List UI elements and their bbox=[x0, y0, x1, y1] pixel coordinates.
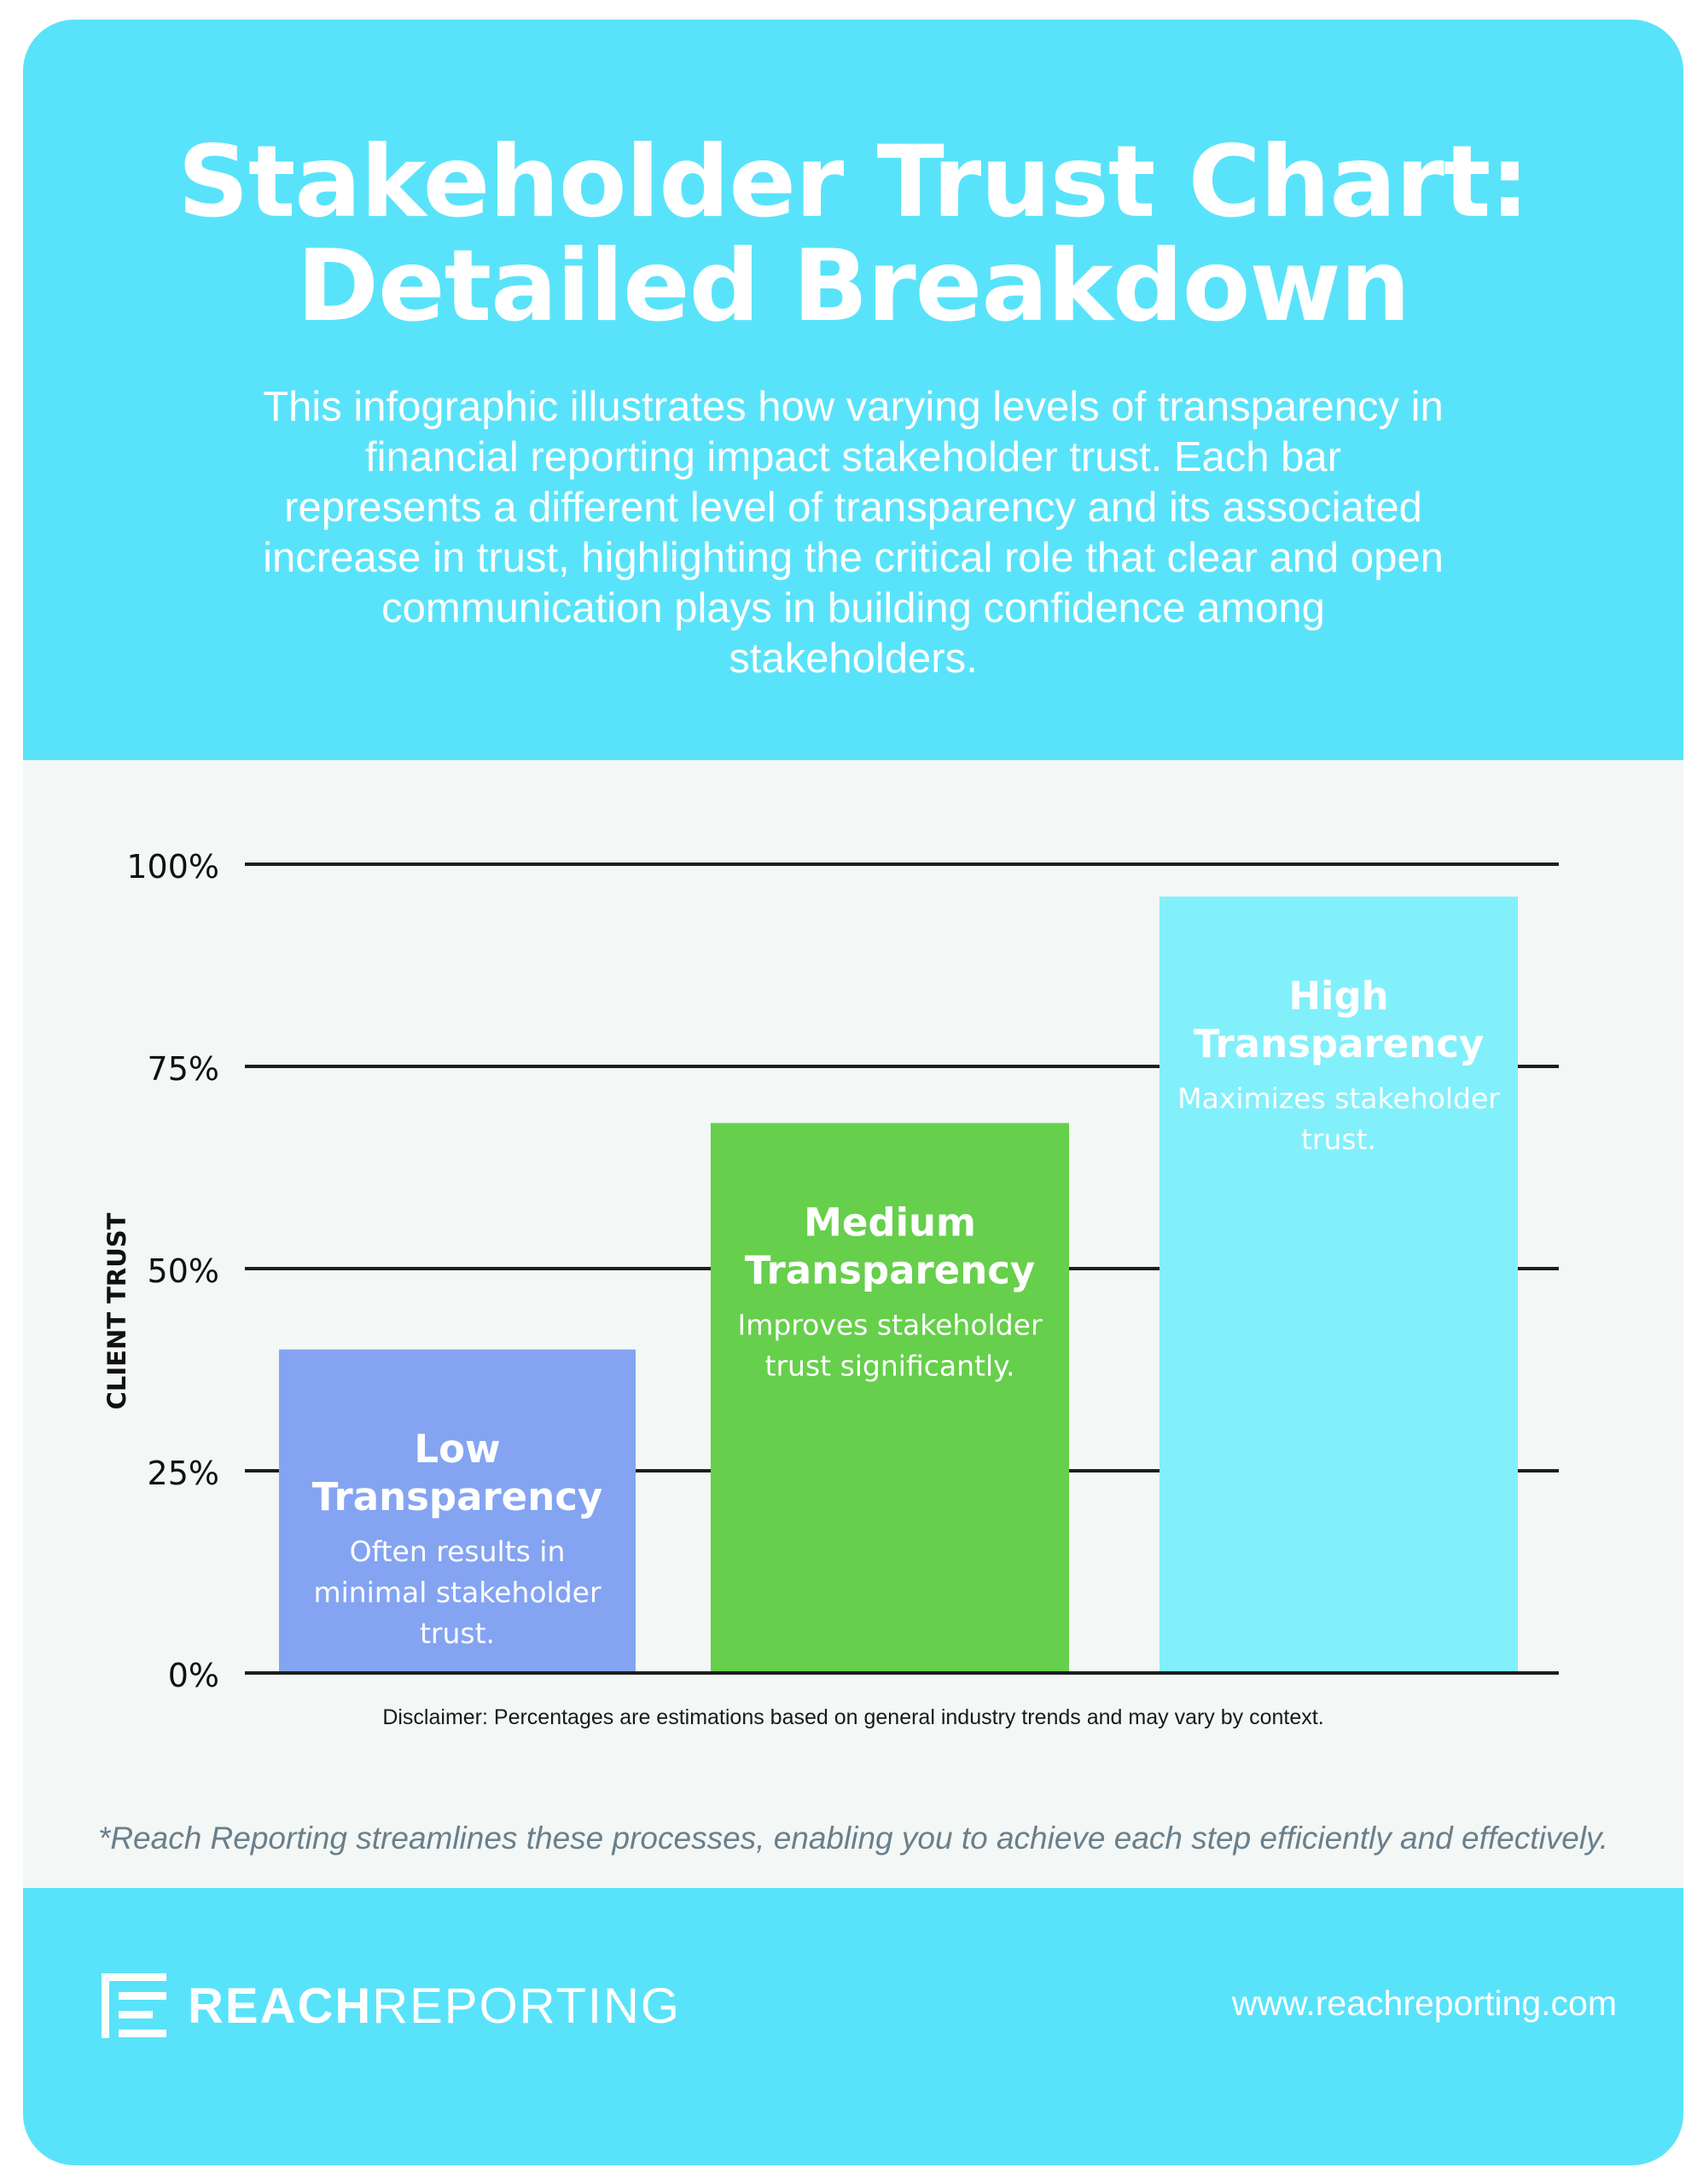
bar-label-description: Maximizes stakeholder bbox=[1177, 1082, 1500, 1115]
bar-0 bbox=[279, 1349, 636, 1673]
bar-label-title: Transparency bbox=[1194, 1021, 1484, 1066]
bar-label-description: trust significantly. bbox=[765, 1349, 1015, 1382]
reach-reporting-logo[interactable]: REACHREPORTING bbox=[102, 1973, 681, 2038]
footnote: *Reach Reporting streamlines these proce… bbox=[97, 1821, 1609, 1856]
bar-2 bbox=[1160, 896, 1518, 1673]
bar-label-title: Low bbox=[414, 1426, 500, 1472]
reach-logo-icon bbox=[102, 1973, 166, 2038]
title-line-1: Stakeholder Trust Chart: bbox=[177, 125, 1529, 240]
disclaimer: Disclaimer: Percentages are estimations … bbox=[382, 1705, 1324, 1729]
bar-label-description: Improves stakeholder bbox=[737, 1308, 1042, 1341]
logo-word-reporting: REPORTING bbox=[372, 1978, 681, 2034]
bar-label-description: minimal stakeholder bbox=[313, 1576, 602, 1609]
y-tick-label: 0% bbox=[168, 1657, 219, 1694]
chart-area: 0% 25% 50% 75% 100% CLIENT TRUST Low Transparen… bbox=[23, 760, 1683, 1888]
bar-label-title: Transparency bbox=[312, 1474, 602, 1519]
logo-wordmark: REACHREPORTING bbox=[188, 1978, 681, 2035]
y-tick-label: 25% bbox=[148, 1455, 219, 1492]
y-tick-label: 75% bbox=[148, 1050, 219, 1088]
infographic-card: Stakeholder Trust Chart: Detailed Breakd… bbox=[23, 20, 1683, 2165]
header: Stakeholder Trust Chart: Detailed Breakd… bbox=[23, 20, 1683, 760]
description: This infographic illustrates how varying… bbox=[263, 384, 1444, 682]
website-link[interactable]: www.reachreporting.com bbox=[1231, 1984, 1617, 2023]
bar-label-title: Transparency bbox=[745, 1247, 1035, 1292]
bar-1 bbox=[711, 1123, 1069, 1673]
title-line-2: Detailed Breakdown bbox=[296, 229, 1411, 344]
bar-label-description: trust. bbox=[1301, 1123, 1376, 1156]
bar-label-description: trust. bbox=[420, 1617, 495, 1650]
footer: REACHREPORTING www.reachreporting.com bbox=[23, 1888, 1683, 2165]
bar-label-description: Often results in bbox=[350, 1535, 566, 1568]
y-tick-label: 50% bbox=[148, 1252, 219, 1290]
bar-label-title: Medium bbox=[804, 1199, 976, 1245]
y-tick-label: 100% bbox=[126, 848, 219, 886]
page-title: Stakeholder Trust Chart: Detailed Breakd… bbox=[23, 131, 1683, 339]
bar-label-title: High bbox=[1288, 973, 1388, 1019]
logo-word-reach: REACH bbox=[188, 1978, 373, 2034]
y-axis-label: CLIENT TRUST bbox=[102, 1212, 131, 1409]
bar-chart: 0%25%50%75%100%CLIENT TRUSTLowTransparen… bbox=[102, 848, 1559, 1694]
